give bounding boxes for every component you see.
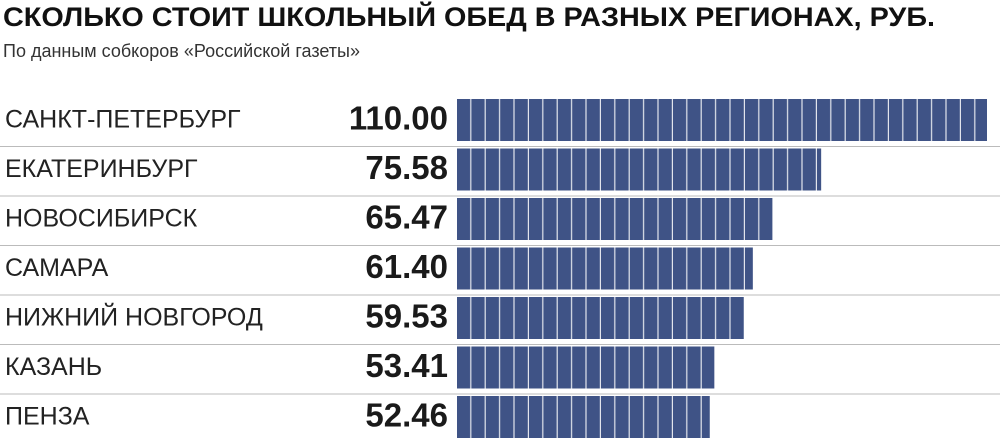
chart-title: СКОЛЬКО СТОИТ ШКОЛЬНЫЙ ОБЕД В РАЗНЫХ РЕГ… — [3, 1, 935, 32]
category-label: КАЗАНЬ — [5, 353, 102, 381]
category-label: САМАРА — [5, 254, 109, 282]
value-label: 59.53 — [365, 298, 448, 335]
value-label: 61.40 — [365, 248, 448, 285]
chart-subtitle: По данным собкоров «Российской газеты» — [3, 41, 360, 61]
bar-segments — [457, 99, 987, 141]
category-label: ПЕНЗА — [5, 403, 90, 431]
value-label: 65.47 — [365, 199, 448, 236]
category-label: ЕКАТЕРИНБУРГ — [5, 155, 198, 183]
category-label: НОВОСИБИРСК — [5, 205, 198, 233]
category-label: САНКТ-ПЕТЕРБУРГ — [5, 106, 241, 134]
bar-segments — [457, 198, 773, 240]
value-label: 53.41 — [365, 347, 448, 384]
bar-segments — [457, 346, 715, 389]
value-label: 75.58 — [365, 149, 448, 186]
category-label: НИЖНИЙ НОВГОРОД — [5, 302, 263, 332]
value-label: 52.46 — [365, 397, 448, 434]
bar-segments — [457, 396, 710, 438]
bar-segments — [457, 148, 822, 191]
bar-segments — [457, 247, 753, 290]
bar-segments — [457, 297, 744, 339]
value-label: 110.00 — [349, 100, 448, 137]
